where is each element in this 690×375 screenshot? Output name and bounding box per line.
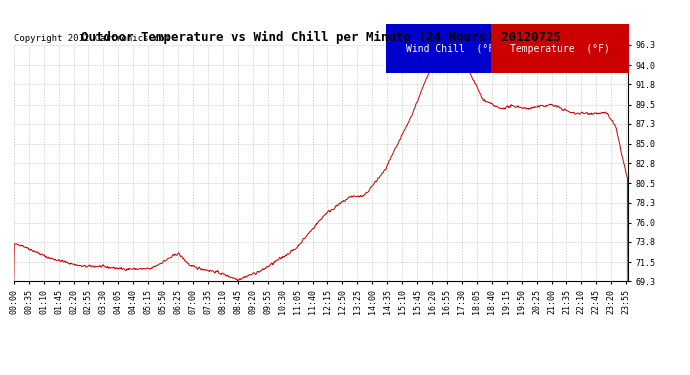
Title: Outdoor Temperature vs Wind Chill per Minute (24 Hours) 20120725: Outdoor Temperature vs Wind Chill per Mi… — [81, 31, 561, 44]
Text: Wind Chill  (°F): Wind Chill (°F) — [406, 44, 500, 54]
Text: Copyright 2012 Cartronics.com: Copyright 2012 Cartronics.com — [14, 34, 170, 43]
Text: Temperature  (°F): Temperature (°F) — [510, 44, 610, 54]
